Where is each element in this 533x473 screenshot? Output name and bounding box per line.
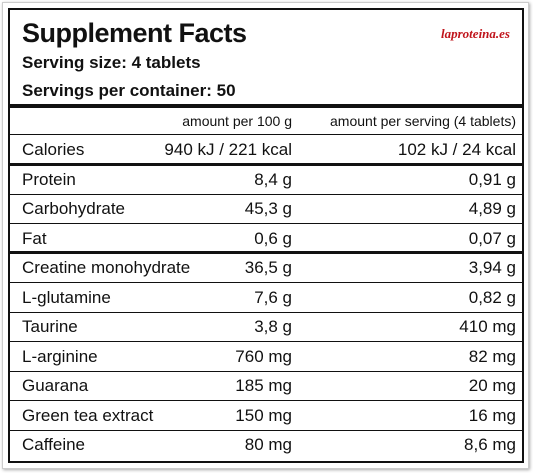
rule	[10, 400, 522, 401]
rule	[10, 311, 522, 313]
amount-per-100g: 7,6 g	[254, 287, 292, 307]
amount-per-100g: 3,8 g	[254, 317, 292, 336]
rule	[10, 134, 522, 135]
rule	[10, 341, 522, 342]
nutrient-name: L-glutamine	[22, 287, 111, 307]
amount-per-serving: 410 mg	[459, 317, 516, 336]
supplement-facts-panel: Supplement Facts laproteina.es Serving s…	[8, 8, 524, 463]
nutrient-name: Taurine	[22, 317, 78, 336]
title: Supplement Facts	[22, 18, 247, 48]
amount-per-100g: 185 mg	[235, 376, 292, 395]
serving-size: Serving size: 4 tablets	[22, 53, 201, 72]
rule	[10, 162, 522, 166]
amount-per-serving: 16 mg	[468, 405, 516, 425]
amount-per-100g: 8,4 g	[254, 169, 292, 189]
amount-per-serving: 3,94 g	[468, 258, 516, 277]
rule	[10, 282, 522, 283]
logo: laproteina.es	[441, 26, 510, 41]
nutrient-name: Green tea extract	[22, 405, 154, 425]
amount-per-serving: 20 mg	[468, 376, 516, 395]
nutrient-name: Fat	[22, 228, 47, 248]
nutrient-name: Caffeine	[22, 435, 86, 454]
rule	[10, 370, 522, 372]
rule	[10, 223, 522, 224]
servings-per-container: Servings per container: 50	[22, 81, 236, 100]
amount-per-100g: 36,5 g	[244, 258, 292, 277]
amount-per-100g: 940 kJ / 221 kcal	[164, 140, 292, 159]
amount-per-100g: 80 mg	[244, 435, 292, 454]
nutrient-name: Protein	[22, 169, 76, 189]
amount-per-serving: 0,82 g	[468, 287, 516, 307]
nutrient-name: Calories	[22, 140, 85, 159]
amount-per-100g: 45,3 g	[244, 199, 292, 218]
amount-per-serving: 4,89 g	[468, 199, 516, 218]
amount-per-serving: 0,07 g	[468, 228, 516, 248]
amount-per-100g: 760 mg	[235, 346, 292, 366]
amount-per-serving: 8,6 mg	[464, 435, 516, 454]
nutrient-name: Creatine monohydrate	[22, 258, 191, 277]
column-header: amount per serving (4 tablets)	[330, 113, 516, 129]
rule	[10, 193, 522, 195]
rule	[10, 251, 522, 254]
nutrient-name: Guarana	[22, 376, 89, 395]
nutrient-name: Carbohydrate	[22, 199, 126, 218]
amount-per-serving: 82 mg	[468, 346, 516, 366]
amount-per-serving: 102 kJ / 24 kcal	[397, 140, 516, 159]
amount-per-serving: 0,91 g	[468, 169, 516, 189]
column-header: amount per 100 g	[182, 113, 292, 129]
amount-per-100g: 150 mg	[235, 405, 292, 425]
amount-per-100g: 0,6 g	[254, 228, 292, 248]
rule	[10, 104, 522, 108]
nutrient-name: L-arginine	[22, 346, 98, 366]
frame	[2, 2, 529, 469]
rule	[10, 429, 522, 431]
